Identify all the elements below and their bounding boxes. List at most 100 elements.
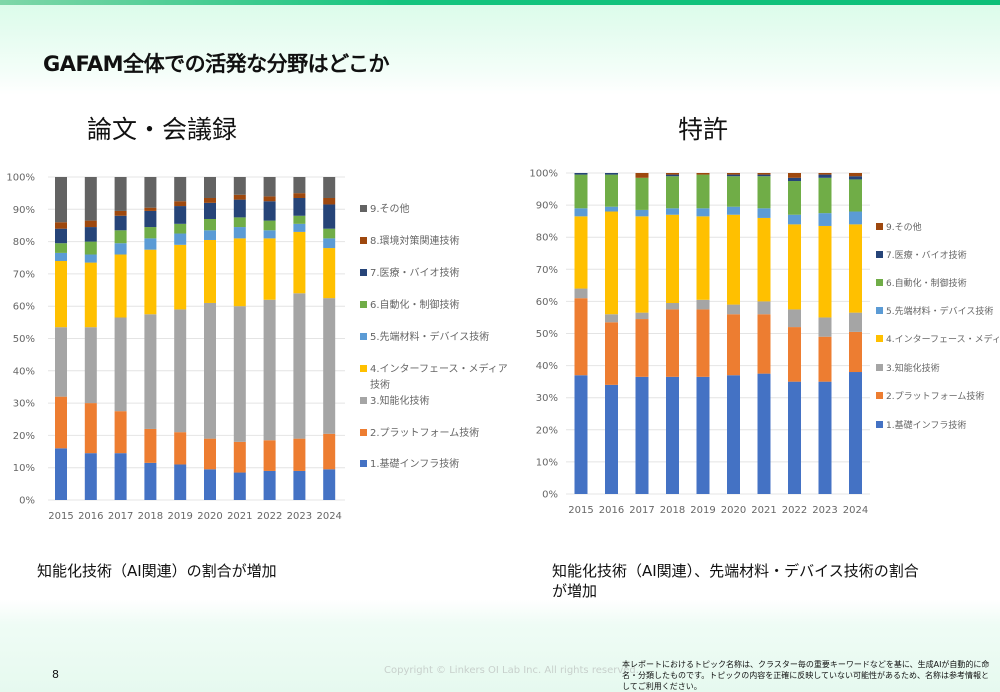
y-tick-label: 10% xyxy=(536,457,558,468)
bar-segment xyxy=(323,248,336,299)
legend-swatch xyxy=(876,279,883,286)
legend-label: 7.医療・バイオ技術 xyxy=(370,266,460,279)
bar-segment xyxy=(263,299,276,441)
bar-segment xyxy=(788,173,801,178)
bar-segment xyxy=(144,462,157,500)
bar-segment xyxy=(84,220,97,228)
bar-segment xyxy=(727,174,740,177)
bar-segment xyxy=(635,216,649,313)
legend-label: 1.基礎インフラ技術 xyxy=(886,419,966,431)
bar-segment xyxy=(174,177,187,202)
bar-segment xyxy=(233,306,246,442)
bar-segment xyxy=(114,215,127,231)
legend-swatch xyxy=(360,365,367,372)
y-tick-label: 50% xyxy=(536,329,558,340)
bar-segment xyxy=(788,309,801,328)
bar-segment xyxy=(144,249,157,315)
bar-segment xyxy=(204,469,216,500)
bar-segment xyxy=(696,299,710,310)
legend-label: 7.医療・バイオ技術 xyxy=(886,249,967,261)
bar-segment xyxy=(55,243,67,253)
bar-segment xyxy=(293,193,306,198)
bar-segment xyxy=(818,213,832,226)
bar-segment xyxy=(727,375,740,494)
bar-segment xyxy=(818,174,832,178)
bar-segment xyxy=(144,227,157,239)
bar-segment xyxy=(666,208,679,215)
bar-segment xyxy=(757,174,771,177)
bar-segment xyxy=(174,201,187,207)
legend-label: 6.自動化・制御技術 xyxy=(370,298,460,311)
bar-segment xyxy=(323,177,336,198)
bar-segment xyxy=(144,238,157,250)
bar-segment xyxy=(293,215,306,224)
bar-segment xyxy=(293,197,306,216)
bar-segment xyxy=(293,438,306,471)
bar-segment xyxy=(323,238,336,249)
bar-segment xyxy=(293,177,306,194)
bar-segment xyxy=(574,288,588,299)
bar-segment xyxy=(849,372,862,494)
bar-segment xyxy=(605,173,618,175)
bar-segment xyxy=(727,214,740,305)
legend-swatch xyxy=(876,307,883,314)
bar-segment xyxy=(666,174,679,177)
bar-segment xyxy=(323,433,336,470)
bar-segment xyxy=(635,319,649,377)
bar-segment xyxy=(263,220,276,231)
legend-label-cont: 技術 xyxy=(370,378,390,391)
x-tick-label: 2022 xyxy=(257,511,282,522)
bar-segment xyxy=(114,411,127,454)
x-tick-label: 2021 xyxy=(751,505,776,516)
bar-segment xyxy=(849,173,862,177)
bar-segment xyxy=(696,173,710,175)
bar-segment xyxy=(666,176,679,209)
x-tick-label: 2020 xyxy=(197,511,222,522)
legend-swatch xyxy=(360,397,367,404)
bar-segment xyxy=(574,216,588,289)
bar-segment xyxy=(574,174,588,209)
bar-segment xyxy=(293,293,306,439)
bar-segment xyxy=(174,223,187,234)
bar-segment xyxy=(84,327,97,404)
bar-segment xyxy=(233,177,246,195)
bar-segment xyxy=(605,174,618,207)
bar-segment xyxy=(55,396,67,449)
legend-label: 9.その他 xyxy=(886,221,922,233)
x-tick-label: 2023 xyxy=(287,511,312,522)
bar-segment xyxy=(696,174,710,209)
bar-segment xyxy=(144,207,157,211)
x-tick-label: 2017 xyxy=(629,505,654,516)
chart-title-patents: 特許 xyxy=(678,115,729,144)
x-tick-label: 2020 xyxy=(721,505,746,516)
x-tick-label: 2016 xyxy=(78,511,103,522)
legend-swatch xyxy=(360,269,367,276)
bar-segment xyxy=(788,214,801,225)
bar-segment xyxy=(204,438,216,470)
x-tick-label: 2024 xyxy=(316,511,341,522)
y-tick-label: 70% xyxy=(536,265,558,276)
x-tick-label: 2015 xyxy=(568,505,593,516)
bar-segment xyxy=(635,173,649,178)
legend-swatch xyxy=(876,251,883,258)
bar-segment xyxy=(323,204,336,229)
bar-segment xyxy=(635,376,649,494)
bar-segment xyxy=(849,211,862,225)
bar-segment xyxy=(263,201,276,221)
bar-segment xyxy=(818,336,832,382)
bar-segment xyxy=(666,309,679,377)
y-tick-label: 30% xyxy=(536,393,558,404)
bar-segment xyxy=(323,469,336,500)
bar-segment xyxy=(293,223,306,232)
bar-segment xyxy=(114,453,127,500)
y-tick-label: 90% xyxy=(536,201,558,212)
y-tick-label: 100% xyxy=(529,169,558,180)
y-tick-label: 80% xyxy=(13,237,35,248)
bar-segment xyxy=(144,177,157,208)
bar-segment xyxy=(84,177,97,221)
y-tick-label: 20% xyxy=(13,431,35,442)
bar-segment xyxy=(757,217,771,302)
bar-segment xyxy=(666,376,679,494)
bar-segment xyxy=(574,208,588,217)
bar-segment xyxy=(55,260,67,328)
